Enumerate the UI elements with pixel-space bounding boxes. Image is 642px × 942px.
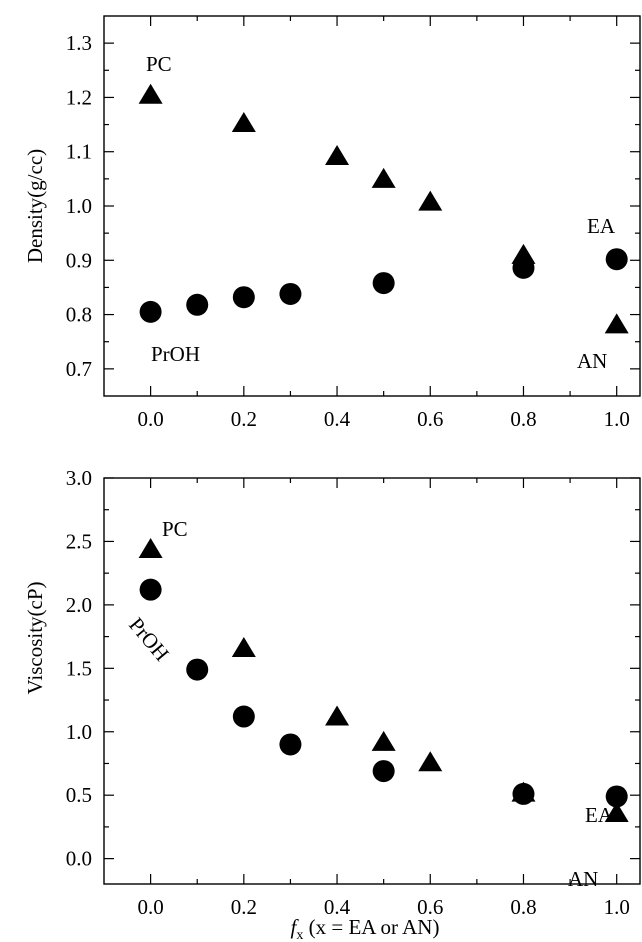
x-axis-title: fx (x = EA or AN) <box>291 915 440 942</box>
viscosity-x-tick-label: 0.4 <box>324 895 351 919</box>
annotation-an: AN <box>568 867 598 891</box>
annotation-pc: PC <box>146 52 172 76</box>
x-axis-title-symbol: f <box>291 915 300 939</box>
density-triangle-point <box>418 190 443 211</box>
density-x-tick-label: 0.2 <box>231 407 257 431</box>
density-circle-point <box>139 300 162 323</box>
density-y-tick-label: 1.2 <box>66 85 92 109</box>
density-panel: 0.0 0.2 0.4 0.6 0.8 1.00.70.80.91.01.11.21.3 … <box>23 15 641 431</box>
viscosity-circle-point <box>279 733 302 756</box>
density-x-tick-label: 0.4 <box>324 407 351 431</box>
viscosity-x-tick-label: 0.0 <box>137 895 163 919</box>
viscosity-y-tick-label: 0.0 <box>66 847 92 871</box>
density-y-tick-label: 0.7 <box>66 357 92 381</box>
density-y-tick-label: 1.1 <box>66 140 92 164</box>
viscosity-triangle-point <box>325 705 350 726</box>
viscosity-y-tick-label: 0.5 <box>66 783 92 807</box>
density-circle-point <box>605 248 628 271</box>
viscosity-triangle-point <box>371 730 396 751</box>
annotation-proh: PrOH <box>124 613 174 666</box>
density-y-tick-label: 0.8 <box>66 303 92 327</box>
annotation-proh: PrOH <box>151 342 200 366</box>
density-circle-point <box>186 293 209 316</box>
annotation-pc: PC <box>162 517 188 541</box>
viscosity-y-tick-label: 1.0 <box>66 720 92 744</box>
density-circle-point <box>512 256 535 279</box>
viscosity-triangle-point <box>138 538 163 559</box>
viscosity-y-tick-label: 3.0 <box>66 466 92 490</box>
viscosity-x-tick-label: 0.8 <box>510 895 536 919</box>
annotation-ea: EA <box>587 214 616 238</box>
viscosity-circle-point <box>139 578 162 601</box>
density-x-tick-label: 0.8 <box>510 407 536 431</box>
viscosity-y-tick-label: 2.0 <box>66 593 92 617</box>
density-marks <box>138 83 629 334</box>
viscosity-panel: 0.0 0.2 0.4 0.6 0.8 1.00.00.51.01.52.02.53.0 … <box>23 466 641 942</box>
density-ticks: 0.0 0.2 0.4 0.6 0.8 1.0 0.7 0.8 0.9 1.0 1.1 1.2 1.3 <box>66 16 640 431</box>
viscosity-x-tick-label: 1.0 <box>604 895 630 919</box>
annotation-ea: EA <box>585 803 614 827</box>
viscosity-triangle-point <box>604 801 629 822</box>
viscosity-x-tick-label: 0.2 <box>231 895 257 919</box>
density-plot-frame <box>103 15 641 397</box>
density-triangle-point <box>231 111 256 132</box>
viscosity-y-tick-label: 2.5 <box>66 529 92 553</box>
x-axis-title-rest: (x = EA or AN) <box>303 915 439 939</box>
viscosity-circle-point <box>605 785 628 808</box>
viscosity-y-axis-title: Viscosity(cP) <box>23 581 47 694</box>
viscosity-plot-frame <box>103 477 641 885</box>
density-triangle-point <box>138 83 163 104</box>
viscosity-triangle-point <box>418 751 443 772</box>
viscosity-x-tick-label: 0.6 <box>417 895 443 919</box>
density-triangle-point <box>604 313 629 334</box>
density-y-tick-label: 0.9 <box>66 248 92 272</box>
viscosity-triangle-point <box>231 637 256 658</box>
density-y-tick-label: 1.0 <box>66 194 92 218</box>
viscosity-circle-point <box>372 760 395 783</box>
density-y-tick-label: 1.3 <box>66 31 92 55</box>
density-x-tick-label: 0.6 <box>417 407 443 431</box>
viscosity-marks <box>138 538 629 822</box>
density-triangle-point <box>371 167 396 188</box>
density-x-tick-label: 0.0 <box>137 407 163 431</box>
x-axis-title-subscript: x <box>296 928 303 942</box>
density-x-tick-label: 1.0 <box>604 407 630 431</box>
annotation-an: AN <box>577 349 607 373</box>
density-circle-point <box>279 282 302 305</box>
viscosity-y-tick-label: 1.5 <box>66 656 92 680</box>
density-y-axis-title: Density(g/cc) <box>23 149 47 263</box>
viscosity-circle-point <box>232 705 255 728</box>
viscosity-circle-point <box>186 658 209 681</box>
viscosity-circle-point <box>512 782 535 805</box>
density-triangle-point <box>325 145 350 166</box>
viscosity-ticks: 0.0 0.2 0.4 0.6 0.8 1.0 0.0 0.5 1.0 1.5 2.0 2.5 3.0 <box>66 466 640 919</box>
density-circle-point <box>372 272 395 295</box>
density-circle-point <box>232 286 255 309</box>
